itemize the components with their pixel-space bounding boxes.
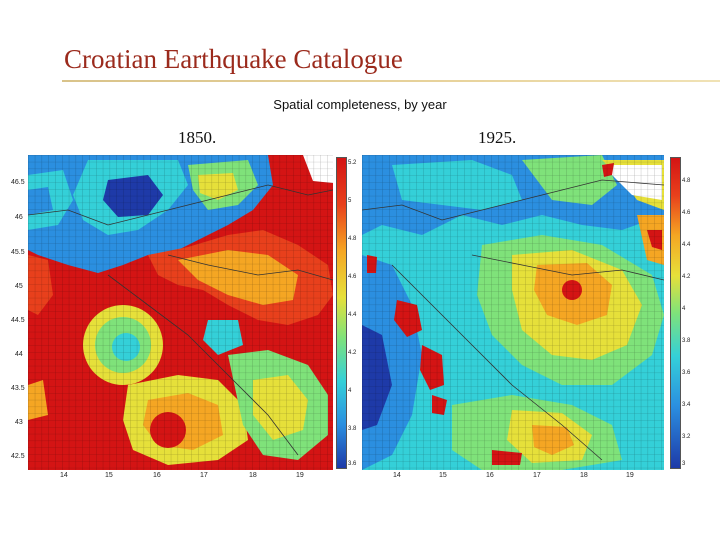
y-tick-label: 44 — [15, 351, 23, 358]
y-tick-label: 45 — [15, 283, 23, 290]
x-tick-label: 14 — [60, 472, 68, 479]
y-tick-label: 46 — [15, 214, 23, 221]
colorbar-1925 — [670, 157, 681, 469]
colorbar-tick-label: 4.2 — [348, 350, 357, 356]
colorbar-tick-label: 4 — [348, 388, 352, 394]
colorbar-tick-label: 3.6 — [348, 461, 357, 467]
colorbar-tick-label: 3.6 — [682, 370, 691, 376]
year-label-1925: 1925. — [478, 128, 517, 147]
y-tick-label: 43.5 — [11, 385, 25, 392]
slide-subtitle: Spatial completeness, by year — [273, 97, 447, 112]
x-tick-label: 18 — [580, 472, 588, 479]
colorbar-tick-label: 5.2 — [348, 160, 357, 166]
colorbar-tick-label: 4.2 — [682, 274, 691, 280]
x-tick-label: 19 — [626, 472, 634, 479]
colorbar-tick-label: 4.8 — [348, 236, 357, 242]
heatmap-1925 — [362, 155, 664, 470]
x-tick-label: 14 — [393, 472, 401, 479]
y-tick-label: 44.5 — [11, 317, 25, 324]
y-tick-label: 43 — [15, 419, 23, 426]
x-tick-label: 18 — [249, 472, 257, 479]
colorbar-tick-label: 5 — [348, 198, 352, 204]
map-image-1850 — [28, 155, 333, 470]
completeness-map-1850: 46.5 46 45.5 45 44.5 44 43.5 43 42.5 14 … — [0, 150, 360, 485]
colorbar-tick-label: 4.4 — [348, 312, 357, 318]
x-tick-label: 17 — [533, 472, 541, 479]
colorbar-tick-label: 4 — [682, 306, 686, 312]
x-tick-label: 16 — [486, 472, 494, 479]
x-tick-label: 16 — [153, 472, 161, 479]
slide-title: Croatian Earthquake Catalogue — [64, 44, 403, 74]
map-image-1925 — [362, 155, 664, 470]
colorbar-tick-label: 4.6 — [348, 274, 357, 280]
colorbar-tick-label: 4.4 — [682, 242, 691, 248]
x-tick-label: 15 — [105, 472, 113, 479]
colorbar-1850 — [336, 157, 347, 469]
x-tick-label: 17 — [200, 472, 208, 479]
year-label-1850: 1850. — [178, 128, 217, 147]
colorbar-tick-label: 4.8 — [682, 178, 691, 184]
y-tick-label: 42.5 — [11, 453, 25, 460]
completeness-map-1925: 14 15 16 17 18 19 4.8 4.6 4.4 4.2 4 3.8 … — [360, 150, 705, 485]
x-tick-label: 19 — [296, 472, 304, 479]
colorbar-tick-label: 3.2 — [682, 434, 691, 440]
colorbar-tick-label: 3.8 — [682, 338, 691, 344]
colorbar-tick-label: 3.4 — [682, 402, 691, 408]
y-tick-label: 46.5 — [11, 179, 25, 186]
y-tick-label: 45.5 — [11, 249, 25, 256]
x-tick-label: 15 — [439, 472, 447, 479]
colorbar-tick-label: 3.8 — [348, 426, 357, 432]
colorbar-tick-label: 3 — [682, 461, 686, 467]
colorbar-tick-label: 4.6 — [682, 210, 691, 216]
heatmap-1850 — [28, 155, 333, 470]
title-divider — [62, 80, 720, 82]
